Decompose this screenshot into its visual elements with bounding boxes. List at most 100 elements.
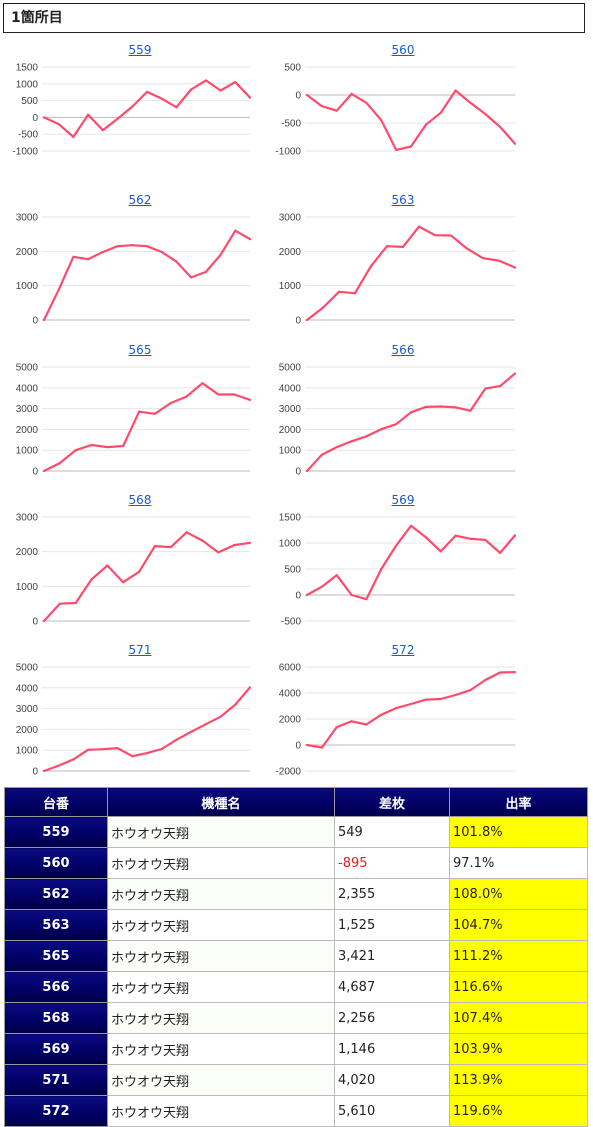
data-point	[350, 593, 353, 597]
chart-566: 566 5000 4000 3000 2000 1000 0	[273, 343, 533, 483]
table-header-row: 台番 機種名 差枚 出率	[4, 787, 588, 817]
chart-569: 569 1500 1000 500 0 -500	[273, 493, 533, 633]
y-tick-label: 1000	[16, 281, 39, 292]
data-point	[337, 290, 341, 293]
data-point	[305, 318, 309, 322]
chart-title-link[interactable]: 559	[128, 43, 152, 57]
coin-difference: 2,256	[334, 1002, 450, 1034]
data-point	[72, 255, 75, 258]
y-tick-label: 2000	[16, 247, 39, 258]
chart-title-link[interactable]: 571	[128, 643, 152, 657]
data-point	[101, 250, 104, 254]
y-tick-label: 0	[32, 467, 38, 478]
chart-title-link[interactable]: 563	[391, 193, 415, 207]
data-point	[321, 306, 325, 309]
data-point	[160, 747, 163, 751]
data-point	[469, 537, 472, 540]
chart-563: 563 3000 2000 1000 0	[273, 193, 533, 333]
data-point	[335, 574, 338, 577]
data-point	[58, 461, 61, 465]
data-point	[175, 106, 178, 109]
data-point	[106, 564, 109, 567]
chart-title-link[interactable]: 569	[391, 493, 415, 507]
col-header-model: 機種名	[107, 787, 335, 817]
section-title: 1箇所目	[11, 10, 63, 26]
data-point	[233, 543, 236, 547]
data-point	[87, 258, 90, 261]
series-line	[306, 671, 516, 749]
line-chart: 1500 1000 500 0 -500	[279, 513, 517, 628]
chart-title-link[interactable]: 568	[128, 493, 152, 507]
chart-title-link[interactable]: 566	[391, 343, 415, 357]
data-point	[395, 544, 398, 547]
data-point	[248, 686, 252, 689]
chart-title-link[interactable]: 562	[128, 193, 152, 207]
data-point	[42, 318, 46, 322]
y-tick-label: -500	[18, 130, 38, 141]
y-tick-label: 2000	[16, 547, 39, 558]
data-point	[499, 385, 502, 388]
machine-model: ホウオウ天翔	[107, 1002, 335, 1034]
data-point	[185, 395, 188, 398]
data-point	[409, 524, 413, 527]
data-point	[395, 706, 398, 710]
payout-rate: 103.9%	[449, 1033, 588, 1065]
chart-559: 559 1500 1000 500 0 -500 -1000	[10, 43, 270, 183]
data-point	[116, 245, 119, 248]
chart-title-link[interactable]: 560	[391, 43, 415, 57]
machine-number: 572	[4, 1095, 108, 1127]
data-point	[204, 270, 207, 274]
series-line	[306, 225, 516, 321]
data-point	[365, 101, 368, 104]
coin-difference: 4,687	[334, 971, 450, 1003]
coin-difference: 2,355	[334, 878, 450, 910]
coin-difference: 5,610	[334, 1095, 450, 1127]
data-point	[131, 105, 134, 108]
data-point	[350, 440, 353, 443]
y-tick-label: 2000	[16, 725, 39, 736]
data-point	[248, 96, 252, 99]
table-row: 563 ホウオウ天翔 1,525 104.7%	[4, 909, 588, 941]
data-point	[58, 602, 61, 605]
data-point	[395, 148, 398, 151]
data-point	[101, 129, 104, 132]
y-tick-label: 1500	[16, 63, 39, 74]
data-point	[90, 443, 93, 447]
data-point	[116, 747, 119, 750]
data-point	[385, 245, 389, 248]
chart-title-link[interactable]: 565	[128, 343, 152, 357]
y-tick-label: 500	[21, 96, 38, 107]
data-point	[42, 469, 46, 473]
line-chart: 500 0 -500 -1000	[275, 63, 517, 158]
data-point	[513, 266, 517, 269]
coin-difference: 4,020	[334, 1064, 450, 1096]
data-point	[365, 723, 368, 726]
y-tick-label: 4000	[279, 689, 302, 700]
data-point	[219, 89, 222, 92]
data-point	[484, 112, 487, 116]
data-point	[424, 123, 427, 126]
machine-table: 台番 機種名 差枚 出率 559 ホウオウ天翔 549 101.8% 560 ホウオウ天翔…	[4, 787, 588, 1127]
data-point	[201, 539, 204, 542]
data-point	[469, 101, 472, 104]
data-point	[137, 570, 141, 573]
payout-rate: 111.2%	[449, 940, 588, 972]
line-chart: 3000 2000 1000 0	[279, 213, 517, 327]
data-point	[248, 398, 252, 401]
data-point	[513, 142, 517, 145]
line-chart: 5000 4000 3000 2000 1000 0	[279, 363, 517, 478]
data-point	[454, 89, 457, 92]
table-row: 572 ホウオウ天翔 5,610 119.6%	[4, 1095, 588, 1127]
series-line	[43, 382, 251, 472]
data-point	[513, 670, 517, 674]
data-point	[320, 105, 323, 108]
data-point	[365, 435, 368, 438]
data-point	[248, 238, 252, 241]
data-point	[160, 97, 163, 100]
data-point	[234, 229, 237, 232]
chart-571: 571 5000 4000 3000 2000 1000 0	[10, 643, 270, 783]
data-point	[401, 245, 405, 248]
section-header: 1箇所目	[3, 3, 585, 33]
chart-title-link[interactable]: 572	[391, 643, 415, 657]
data-point	[42, 116, 46, 119]
